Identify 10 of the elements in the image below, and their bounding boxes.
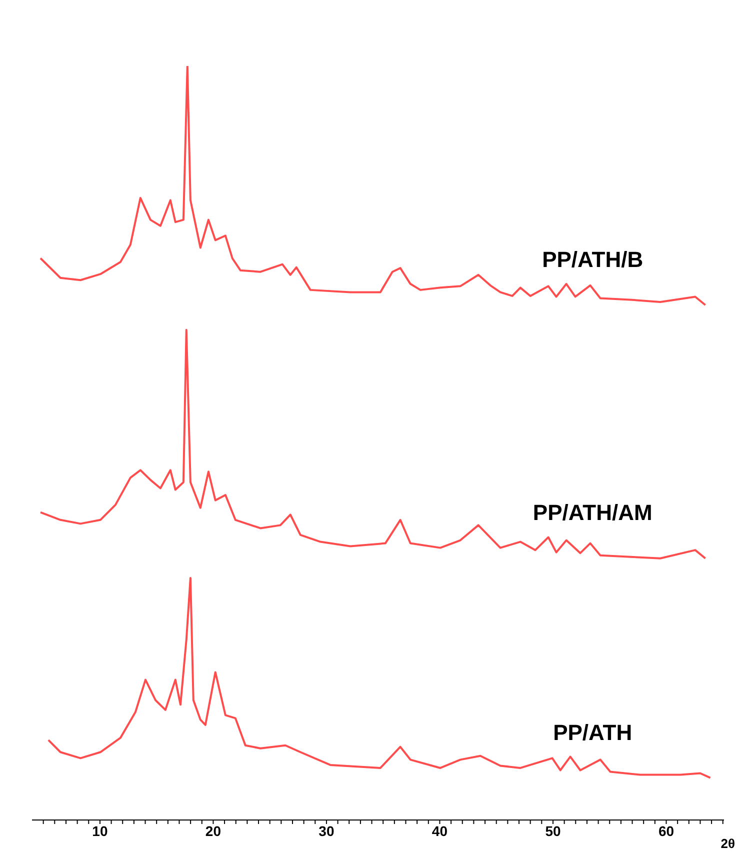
x-tick-label: 50: [545, 822, 561, 839]
series-label: PP/ATH/AM: [532, 500, 652, 526]
x-tick-label: 40: [432, 822, 448, 839]
series-label: PP/ATH: [553, 720, 632, 746]
x-tick-label: 20: [205, 822, 222, 839]
x-tick-label: 60: [658, 822, 674, 839]
x-tick-label: 30: [318, 822, 334, 839]
series-label: PP/ATH/B: [542, 246, 644, 273]
x-axis-title: 2θ: [720, 836, 735, 851]
x-tick-label: 10: [92, 822, 108, 839]
